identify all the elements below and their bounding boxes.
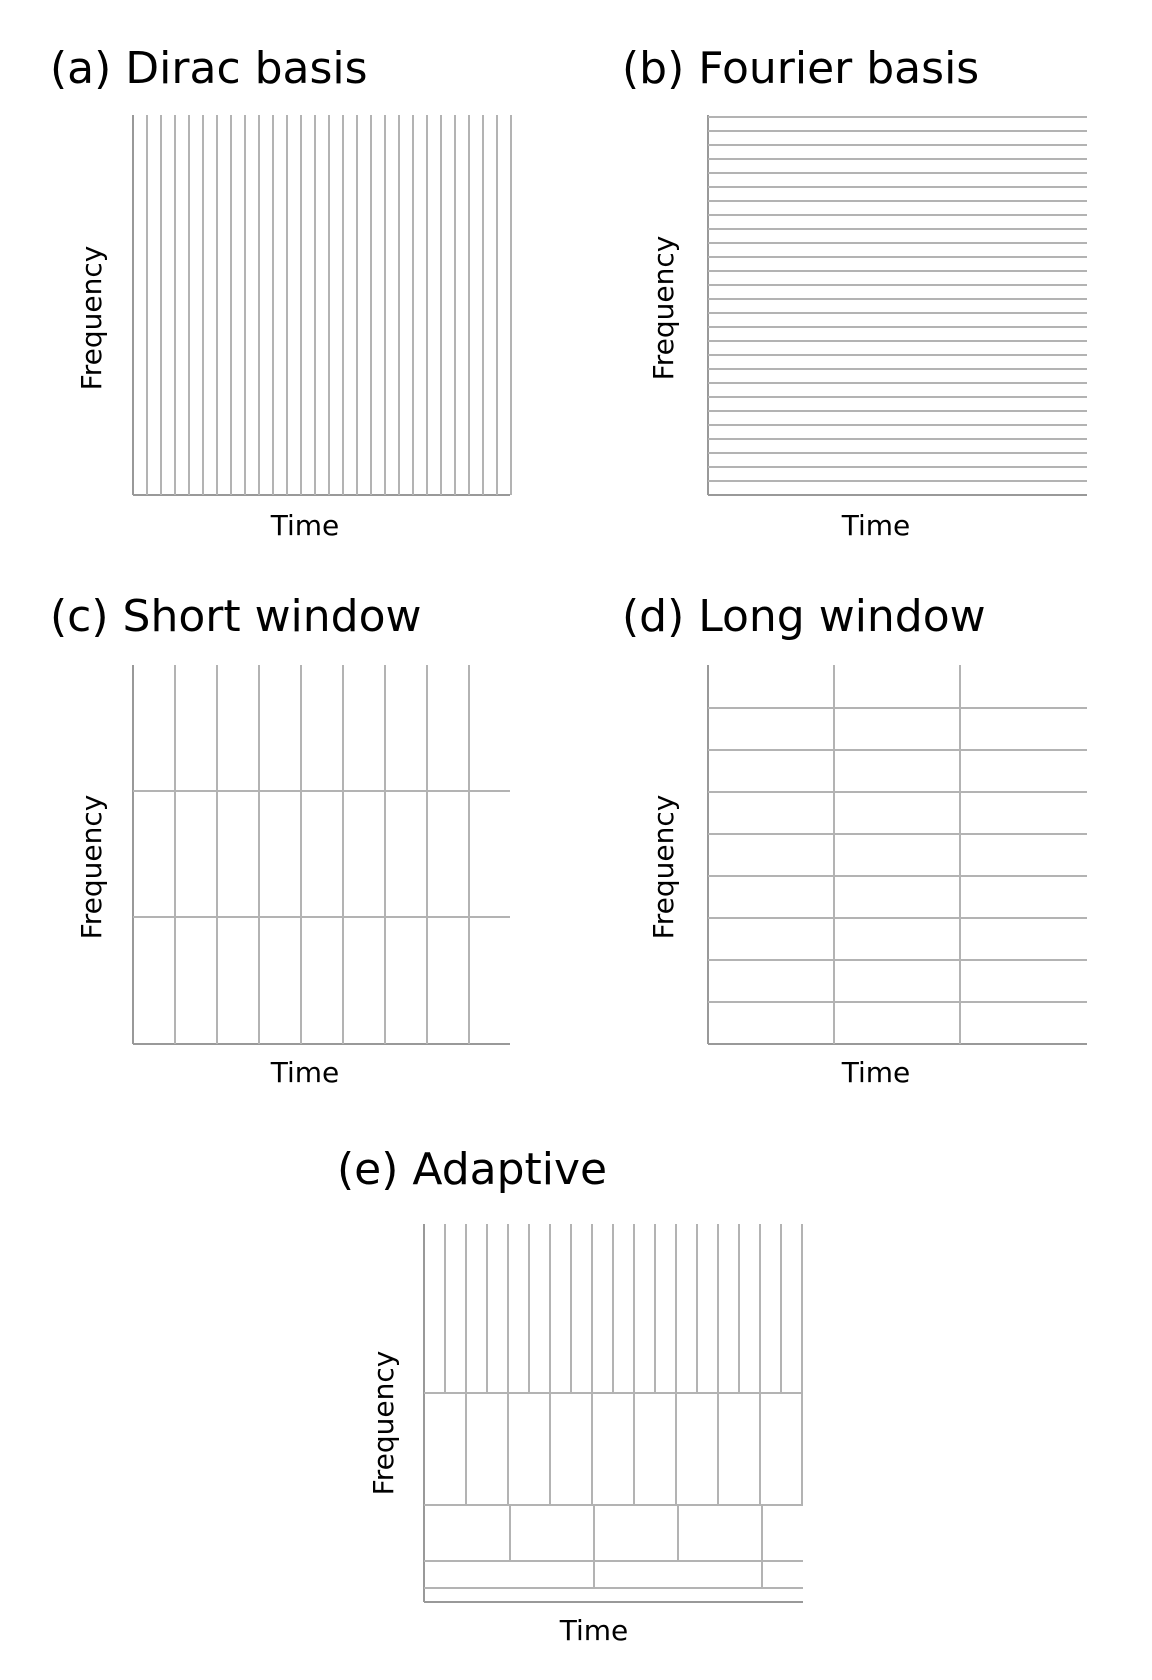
panel-c-xlabel: Time bbox=[270, 1056, 340, 1089]
panel-d-xlabel: Time bbox=[841, 1056, 911, 1089]
panel-b-title: (b) Fourier basis bbox=[622, 43, 979, 94]
panel-a-title: (a) Dirac basis bbox=[50, 43, 368, 94]
panel-a: (a) Dirac basis Time Frequency bbox=[50, 43, 512, 542]
panel-c-title: (c) Short window bbox=[50, 591, 422, 642]
panel-c-grid bbox=[132, 665, 510, 1045]
panel-e-grid bbox=[423, 1224, 803, 1603]
panel-b-grid bbox=[707, 115, 1087, 496]
panel-b-xlabel: Time bbox=[841, 509, 911, 542]
panel-d-title: (d) Long window bbox=[622, 591, 986, 642]
panel-d: (d) Long window Time Frequency bbox=[622, 591, 1087, 1089]
panel-b: (b) Fourier basis Time Frequency bbox=[622, 43, 1087, 542]
panel-e-title: (e) Adaptive bbox=[337, 1144, 607, 1195]
panel-a-grid bbox=[132, 115, 512, 496]
panel-b-ylabel: Frequency bbox=[647, 236, 680, 381]
panel-e-ylabel: Frequency bbox=[367, 1351, 400, 1496]
panel-e: (e) Adaptive Time Frequency bbox=[337, 1144, 803, 1647]
panel-c: (c) Short window Time Frequency bbox=[50, 591, 510, 1089]
panel-a-ylabel: Frequency bbox=[75, 246, 108, 391]
panel-c-ylabel: Frequency bbox=[75, 795, 108, 940]
panel-e-xlabel: Time bbox=[559, 1614, 629, 1647]
panel-a-xlabel: Time bbox=[270, 509, 340, 542]
panel-d-grid bbox=[707, 665, 1087, 1045]
panel-d-ylabel: Frequency bbox=[647, 795, 680, 940]
